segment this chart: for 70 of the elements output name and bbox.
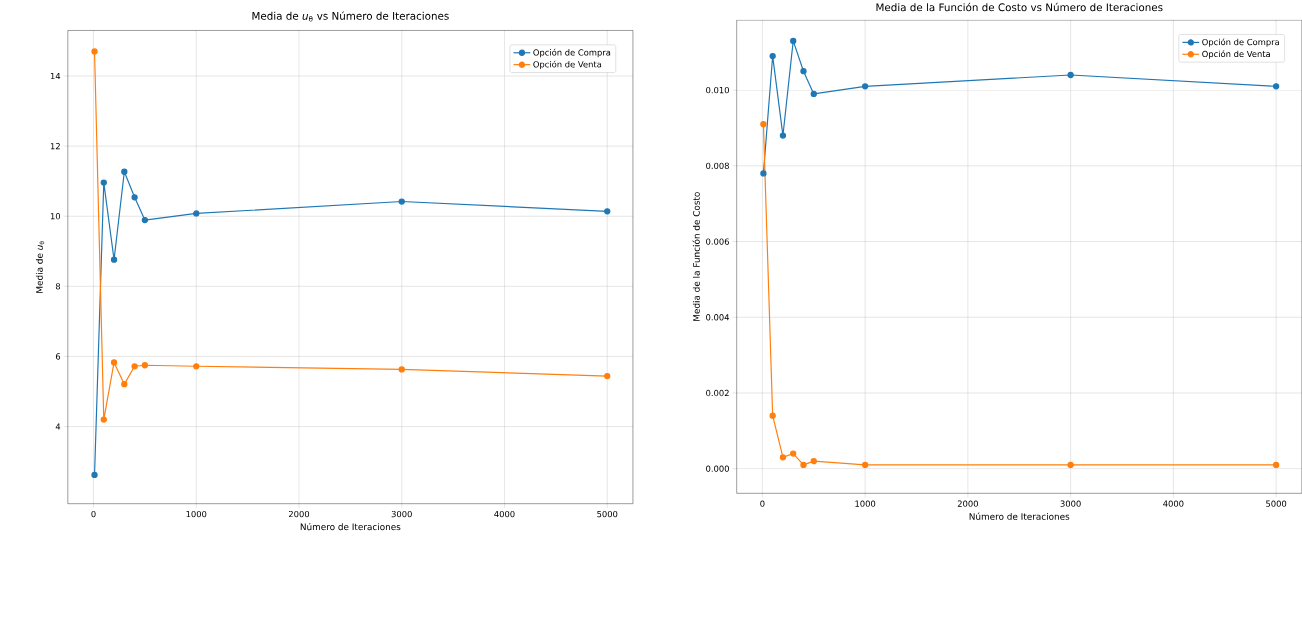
point xyxy=(769,412,776,419)
y-axis-title: Media de u$_{θ}$ xyxy=(35,241,45,293)
y-tick-label: 0.002 xyxy=(706,389,729,396)
point xyxy=(131,362,138,370)
point xyxy=(760,120,767,128)
x-tick-label: 0 xyxy=(760,500,765,507)
y-tick-label: 8 xyxy=(55,283,61,290)
y-tick-label: 10 xyxy=(50,212,61,220)
legend-label: Opción de Compra xyxy=(533,48,611,58)
point xyxy=(810,90,817,97)
y-tick-label: 0.000 xyxy=(706,465,729,472)
x-tick-label: 5000 xyxy=(597,510,618,518)
point xyxy=(193,362,200,370)
point xyxy=(1272,461,1280,468)
point xyxy=(760,170,767,177)
y-tick-label: 0.004 xyxy=(706,313,730,321)
y-tick-label: 14 xyxy=(50,72,61,79)
point xyxy=(100,179,107,186)
y-tick-label: 0.006 xyxy=(706,238,729,245)
x-axis-title: Número de Iteraciones xyxy=(969,512,1070,520)
y-axis-title: Media de la Función de Costo xyxy=(692,191,700,321)
x-tick-label: 1000 xyxy=(186,510,207,518)
x-tick-label: 0 xyxy=(91,510,96,518)
point xyxy=(131,193,138,201)
chart-title: Media de la Función de Costo vs Número de Iteraciones xyxy=(876,2,1163,11)
x-tick-label: 4000 xyxy=(494,510,515,518)
point xyxy=(779,132,787,139)
point xyxy=(769,52,776,60)
point xyxy=(121,168,128,175)
x-tick-label: 2000 xyxy=(288,510,310,518)
point xyxy=(604,208,611,215)
x-tick-label: 3000 xyxy=(391,510,412,518)
x-tick-label: 2000 xyxy=(957,500,978,507)
point xyxy=(91,48,98,55)
legend-label: Opción de Compra xyxy=(1202,38,1279,47)
x-axis-title: Número de Iteraciones xyxy=(300,522,401,530)
point xyxy=(800,461,807,468)
point xyxy=(800,67,807,75)
x-tick-label: 4000 xyxy=(1163,500,1184,507)
point xyxy=(1067,71,1074,78)
point xyxy=(141,216,149,224)
point xyxy=(861,83,869,90)
point xyxy=(779,454,787,461)
legend-label: Opción de Venta xyxy=(533,60,602,69)
x-tick-label: 1000 xyxy=(855,500,876,507)
point xyxy=(121,380,128,388)
point xyxy=(810,457,817,465)
point xyxy=(790,37,797,44)
point xyxy=(398,198,405,205)
legend-label: Opción de Venta xyxy=(1202,50,1270,59)
y-tick-label: 0.008 xyxy=(706,162,729,169)
point xyxy=(1272,83,1280,90)
y-tick-label: 0.010 xyxy=(706,86,729,94)
chart-title: Media de u$_{θ}$ vs Número de Iteraciones xyxy=(252,11,449,22)
point xyxy=(861,461,869,468)
point xyxy=(141,361,149,369)
x-tick-label: 5000 xyxy=(1266,500,1287,507)
point xyxy=(1067,461,1074,468)
y-tick-label: 6 xyxy=(55,353,61,360)
point xyxy=(91,471,98,478)
point xyxy=(110,256,118,263)
point xyxy=(790,450,797,457)
point xyxy=(193,210,200,217)
point xyxy=(110,359,118,366)
y-tick-label: 12 xyxy=(50,142,60,150)
y-tick-label: 4 xyxy=(55,423,61,430)
x-tick-label: 3000 xyxy=(1060,500,1081,507)
point xyxy=(604,372,611,380)
point xyxy=(100,416,107,423)
point xyxy=(398,366,405,373)
